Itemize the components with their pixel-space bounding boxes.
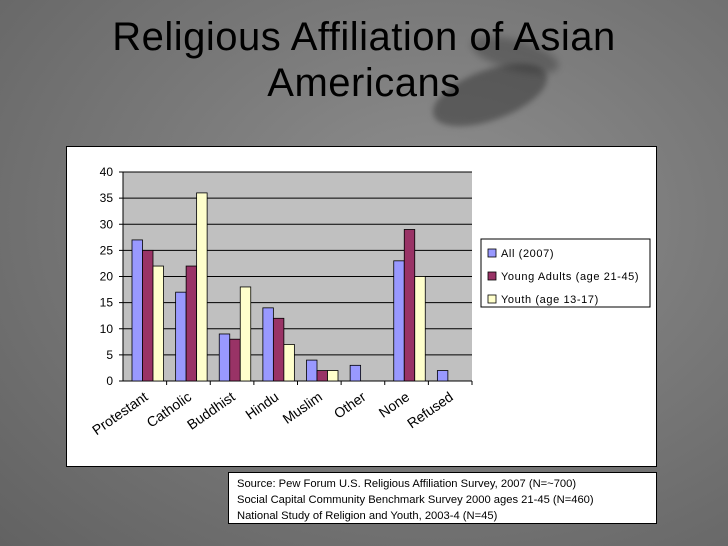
- bar: [349, 364, 362, 382]
- legend-box: [480, 238, 651, 308]
- bar: [131, 239, 143, 382]
- legend-label: All (2007): [501, 248, 554, 260]
- legend-swatch: [487, 271, 497, 281]
- slide-title-line-1: Religious Affiliation of Asian: [112, 15, 616, 59]
- legend-label: Young Adults (age 21-45): [501, 271, 639, 283]
- bar-chart: 0510152025303540ProtestantCatholicBuddhi…: [89, 165, 651, 438]
- y-tick-label: 10: [100, 322, 114, 336]
- x-tick-label: Muslim: [280, 388, 326, 427]
- slide-title: Religious Affiliation of Asian Americans: [0, 14, 728, 106]
- bar: [239, 286, 252, 382]
- bar: [262, 307, 274, 382]
- bar: [152, 265, 164, 382]
- bar: [327, 370, 339, 382]
- bar: [142, 249, 154, 382]
- slide-title-line-2: Americans: [267, 61, 461, 105]
- source-line-1: Source: Pew Forum U.S. Religious Affilia…: [237, 478, 577, 490]
- bar: [436, 370, 449, 382]
- y-tick-label: 20: [100, 270, 114, 284]
- bar: [218, 333, 231, 382]
- source-line-2: Social Capital Community Benchmark Surve…: [237, 494, 594, 506]
- y-tick-label: 35: [100, 191, 114, 205]
- y-tick-label: 40: [100, 165, 114, 179]
- bar: [283, 344, 295, 382]
- bar: [316, 370, 328, 382]
- x-tick-label: Hindu: [242, 388, 281, 422]
- bar: [272, 317, 285, 382]
- y-tick-label: 15: [100, 296, 114, 310]
- legend-swatch: [487, 248, 497, 258]
- x-tick-label: Buddhist: [184, 388, 238, 432]
- y-tick-label: 25: [100, 243, 114, 257]
- source-line-3: National Study of Religion and Youth, 20…: [237, 510, 498, 522]
- bar: [393, 260, 405, 382]
- bar: [229, 338, 241, 382]
- legend-label: Youth (age 13-17): [501, 294, 599, 306]
- bar: [306, 359, 318, 382]
- source-note: Source: Pew Forum U.S. Religious Affilia…: [228, 472, 657, 524]
- bar: [414, 276, 426, 382]
- x-tick-label: Refused: [404, 388, 456, 431]
- y-tick-label: 0: [106, 374, 113, 388]
- bar: [185, 265, 198, 382]
- y-tick-label: 5: [106, 348, 113, 362]
- x-tick-label: Protestant: [89, 388, 151, 438]
- bar: [196, 192, 208, 382]
- legend-swatch: [487, 294, 497, 304]
- bar: [403, 229, 416, 382]
- x-tick-label: Other: [331, 388, 369, 421]
- y-tick-label: 30: [100, 217, 114, 231]
- chart-container: 0 5 10 15 20 25 30 35 40 Protestant Catholic Buddhi…: [66, 146, 657, 467]
- bar: [175, 291, 187, 382]
